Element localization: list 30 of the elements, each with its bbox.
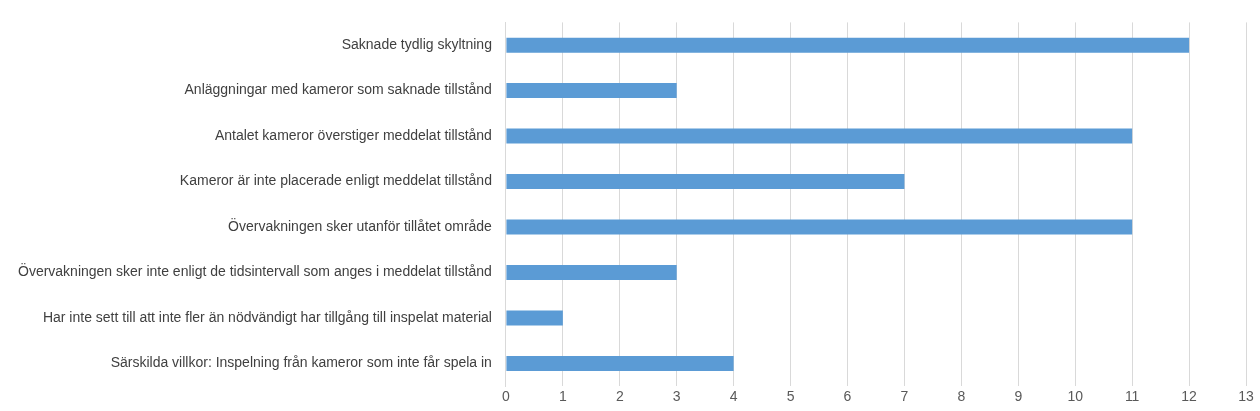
x-tick-label: 13 bbox=[1238, 388, 1254, 405]
bar bbox=[506, 37, 1190, 53]
x-tick-label: 8 bbox=[957, 388, 966, 405]
x-tick-label: 7 bbox=[900, 388, 909, 405]
y-tick-label: Antalet kameror överstiger meddelat tillstånd bbox=[214, 126, 492, 143]
y-tick-label: Kameror är inte placerade enligt meddelat tillstånd bbox=[179, 172, 492, 189]
x-tick-label: 4 bbox=[729, 388, 738, 405]
y-tick-label: Saknade tydlig skyltning bbox=[341, 36, 492, 52]
x-tick-label: 1 bbox=[558, 388, 567, 405]
bar bbox=[506, 128, 1133, 144]
x-tick-label: 6 bbox=[843, 388, 852, 405]
x-tick-label: 9 bbox=[1014, 388, 1023, 405]
y-tick-label: Särskilda villkor: Inspelning från kameror som inte får spela in bbox=[110, 354, 492, 371]
bar bbox=[506, 310, 563, 326]
x-tick-label: 10 bbox=[1067, 388, 1084, 405]
y-tick-label: Anläggningar med kameror som saknade tillstånd bbox=[184, 81, 492, 98]
y-tick-label: Övervakningen sker utanför tillåtet område bbox=[228, 216, 493, 234]
bar bbox=[506, 83, 677, 99]
bar bbox=[506, 265, 677, 281]
x-tick-label: 11 bbox=[1124, 388, 1140, 405]
x-tick-label: 2 bbox=[615, 388, 624, 405]
bar bbox=[506, 174, 905, 190]
x-tick-label: 3 bbox=[672, 388, 681, 405]
y-tick-label: Övervakningen sker inte enligt de tidsintervall som anges i meddelat tillstånd bbox=[17, 262, 492, 280]
y-tick-label: Har inte sett till att inte fler än nödvändigt har tillgång till inspelat material bbox=[42, 308, 492, 325]
bar bbox=[506, 355, 734, 371]
x-tick-label: 0 bbox=[502, 388, 511, 405]
x-tick-label: 5 bbox=[786, 388, 795, 405]
x-tick-label: 12 bbox=[1181, 388, 1198, 405]
bar bbox=[506, 219, 1133, 235]
